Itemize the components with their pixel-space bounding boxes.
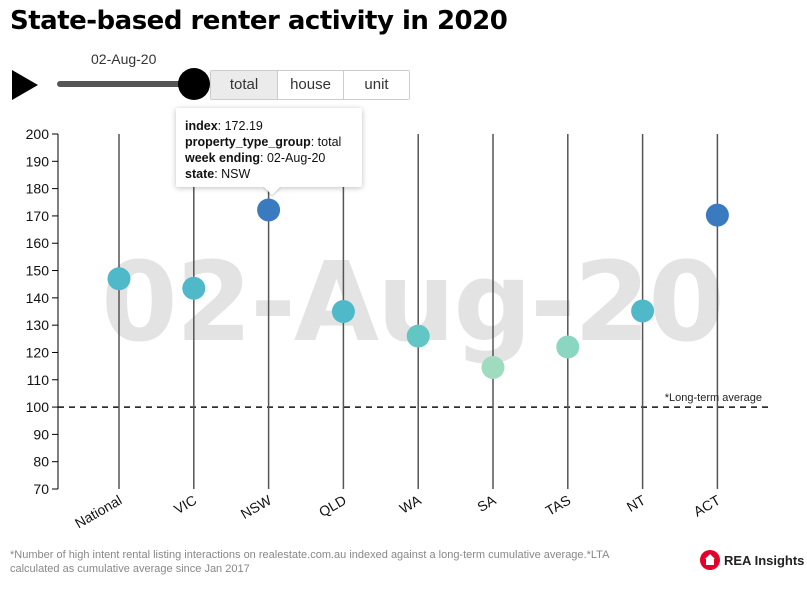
tooltip-key-state: state: [185, 167, 215, 181]
x-tick-label: National: [72, 492, 124, 532]
x-tick-label: VIC: [171, 492, 199, 518]
tooltip-value-state: NSW: [221, 167, 251, 181]
play-icon[interactable]: [12, 70, 38, 100]
tooltip-value-week: 02-Aug-20: [266, 151, 326, 165]
y-tick-label: 90: [33, 426, 49, 442]
data-point-national[interactable]: [107, 267, 131, 291]
tooltip-key-type: property_type_group: [185, 135, 311, 149]
y-tick-label: 80: [33, 454, 49, 470]
x-tick-label: ACT: [691, 492, 724, 520]
data-point-act[interactable]: [705, 203, 729, 227]
chart-title: State-based renter activity in 2020: [10, 6, 508, 36]
date-slider-track[interactable]: [57, 81, 194, 87]
y-tick-label: 170: [26, 208, 50, 224]
x-tick-label: WA: [397, 491, 425, 516]
x-tick-label: TAS: [543, 492, 574, 519]
tooltip-key-index: index: [185, 119, 218, 133]
property-type-toggle: total house unit: [210, 70, 410, 100]
tooltip-value-index: 172.19: [224, 119, 263, 133]
y-tick-label: 160: [26, 235, 50, 251]
x-tick-label: QLD: [316, 492, 349, 520]
y-tick-label: 180: [26, 181, 50, 197]
x-tick-label: NSW: [238, 491, 275, 522]
x-tick-label: SA: [474, 491, 499, 515]
y-tick-label: 140: [26, 290, 50, 306]
y-tick-label: 190: [26, 153, 50, 169]
x-tick-label: NT: [624, 492, 649, 515]
data-point-nsw[interactable]: [257, 198, 281, 222]
y-tick-label: 130: [26, 317, 50, 333]
tooltip-key-week: week ending: [185, 151, 261, 165]
y-tick-label: 150: [26, 263, 50, 279]
brand-logo: REA Insights: [700, 550, 804, 570]
y-tick-label: 70: [33, 481, 49, 497]
data-point-nt[interactable]: [631, 299, 655, 323]
rea-house-icon: [700, 550, 720, 570]
data-point-vic[interactable]: [182, 276, 206, 300]
data-point-sa[interactable]: [481, 355, 505, 379]
brand-name: REA Insights: [724, 552, 805, 568]
slider-date-label: 02-Aug-20: [91, 51, 157, 67]
reference-line-label: *Long-term average: [665, 392, 762, 404]
unit-button[interactable]: unit: [344, 71, 409, 99]
tooltip-value-type: total: [317, 135, 342, 149]
footnote: *Number of high intent rental listing in…: [10, 549, 609, 575]
house-button[interactable]: house: [278, 71, 344, 99]
y-tick-label: 100: [26, 399, 50, 415]
date-slider-handle[interactable]: [178, 68, 210, 100]
y-tick-label: 200: [26, 126, 50, 142]
total-button[interactable]: total: [211, 71, 278, 99]
data-point-wa[interactable]: [406, 324, 430, 348]
y-tick-label: 120: [26, 344, 50, 360]
data-point-qld[interactable]: [331, 300, 355, 323]
data-point-tas[interactable]: [556, 335, 580, 359]
data-tooltip: index: 172.19 property_type_group: total…: [176, 108, 362, 187]
y-tick-label: 110: [27, 372, 50, 388]
tooltip-arrow-icon: [263, 186, 281, 195]
